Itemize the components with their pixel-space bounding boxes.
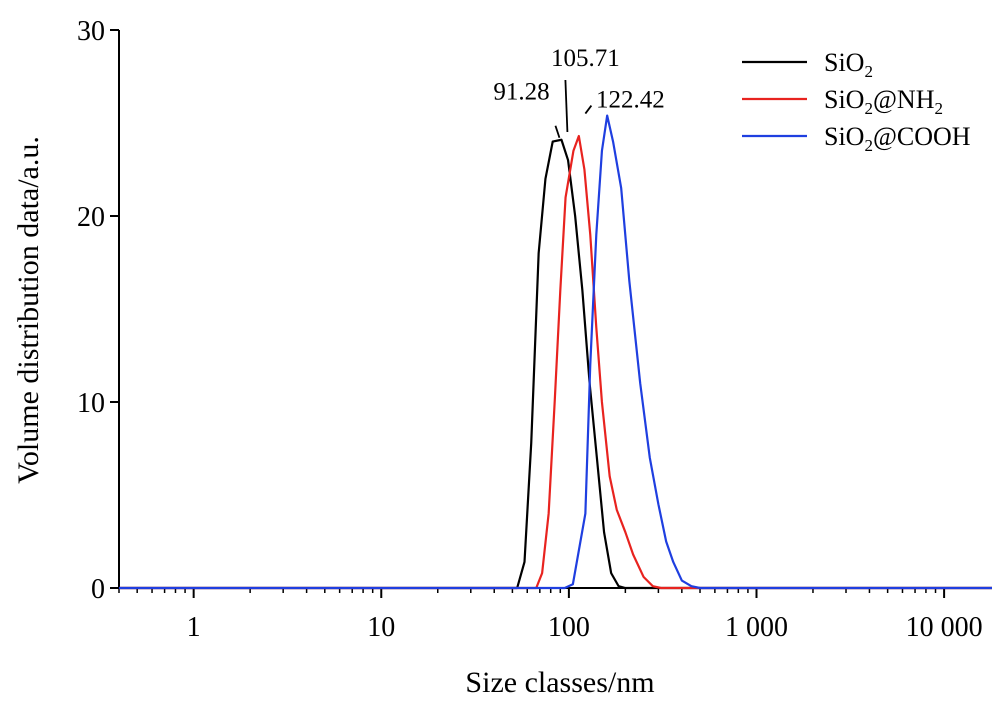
peak-annotation: 91.28 — [493, 79, 549, 106]
x-tick-label: 10 — [367, 612, 395, 643]
legend-label: SiO2@NH2 — [824, 85, 943, 118]
series-layer — [119, 114, 992, 590]
legend: SiO2 SiO2@NH2 SiO2@COOH — [742, 48, 971, 155]
x-tick-label: 1 — [187, 612, 201, 643]
series-line-3 — [119, 114, 992, 590]
y-tick-label: 10 — [77, 388, 105, 419]
series-line-2 — [119, 134, 992, 590]
x-tick-label: 10 000 — [906, 612, 983, 643]
legend-label: SiO2@COOH — [824, 122, 971, 155]
annotation-leader — [554, 125, 561, 139]
y-axis-title: Volume distribution data/a.u. — [12, 136, 45, 484]
annotation-leader — [584, 105, 593, 115]
x-tick-label: 1 000 — [725, 612, 788, 643]
peak-annotation: 105.71 — [551, 45, 620, 72]
y-tick-label: 20 — [77, 202, 105, 233]
legend-label: SiO2 — [824, 48, 873, 81]
x-axis-title: Size classes/nm — [465, 666, 654, 699]
series-line-1 — [119, 138, 992, 590]
annotation-leader — [564, 79, 569, 133]
peak-annotation: 122.42 — [596, 87, 665, 114]
y-tick-label: 0 — [91, 574, 105, 605]
x-tick-label: 100 — [548, 612, 590, 643]
y-tick-label: 30 — [77, 16, 105, 47]
